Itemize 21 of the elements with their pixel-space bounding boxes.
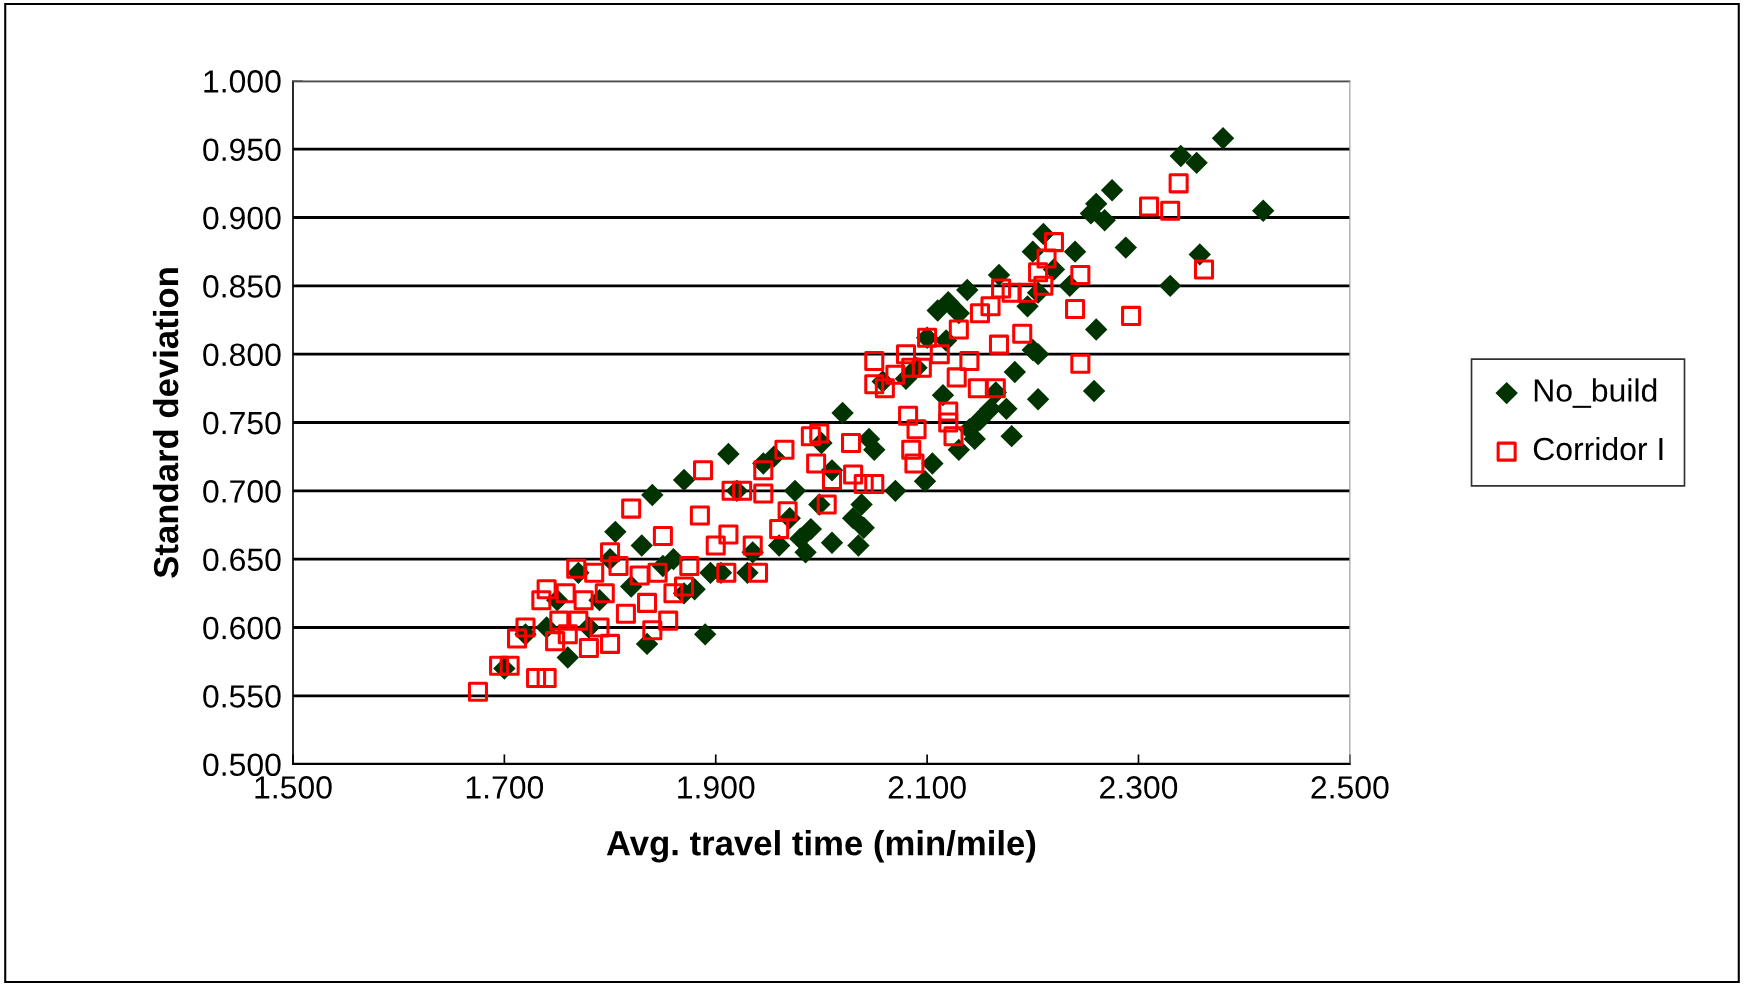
y-tick-label: 0.700 [203,480,281,503]
y-axis-title: Standard deviation [152,268,179,578]
legend-label: Corridor I [1533,436,1663,461]
x-tick-label: 2.100 [888,776,966,799]
y-tick-label: 0.550 [203,685,281,708]
x-tick-label: 1.700 [466,776,544,799]
y-tick-label: 0.600 [203,616,281,640]
x-tick-label: 2.300 [1100,776,1178,799]
legend-label: No_build [1534,378,1657,408]
x-axis-title: Avg. travel time (min/mile) [606,830,1036,863]
x-tick-label: 1.900 [678,776,755,799]
y-tick-label: 0.950 [203,138,281,162]
x-tick-label: 2.500 [1311,776,1389,799]
x-tick-label: 1.500 [255,776,332,799]
y-tick-label: 0.650 [203,548,281,572]
y-tick-label: 0.900 [203,206,281,230]
y-tick-label: 1.000 [204,70,281,93]
y-tick-label: 0.800 [203,343,281,367]
y-tick-label: 0.850 [203,275,281,298]
y-tick-label: 0.500 [203,753,281,777]
y-tick-label: 0.750 [203,411,281,435]
